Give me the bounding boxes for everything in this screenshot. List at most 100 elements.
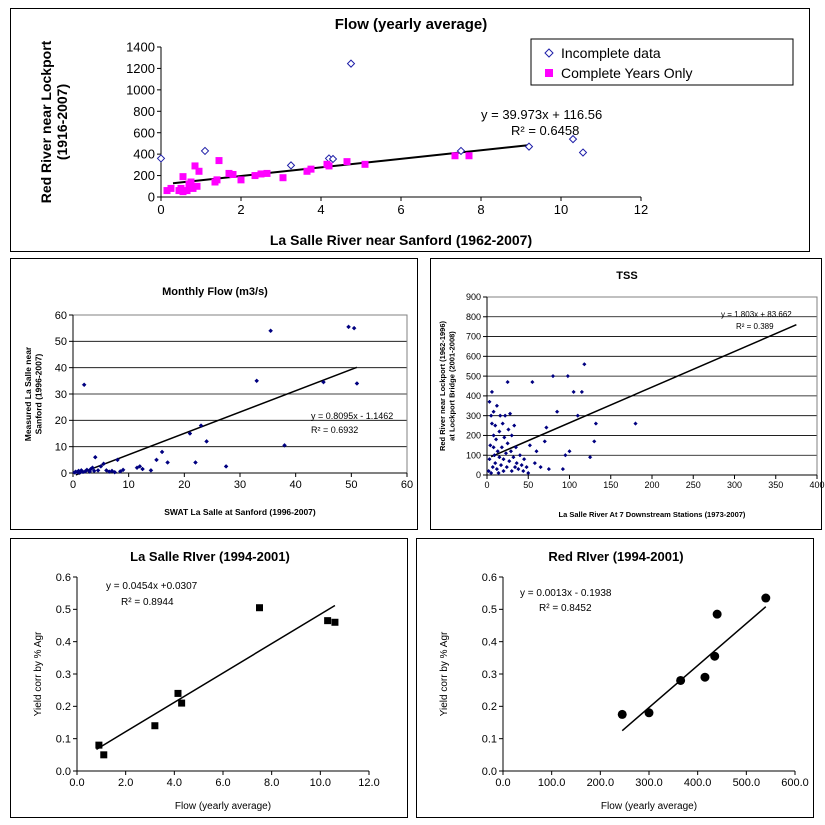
data-point [530,379,535,385]
x-tick-label: 500.0 [733,777,761,789]
x-tick-label: 30 [234,479,246,491]
y-tick-label: 600 [133,125,155,140]
data-point [174,689,182,697]
x-tick-label: 0.0 [495,777,510,789]
data-point [502,435,507,440]
r-squared-label: R² = 0.8452 [539,603,592,614]
x-tick-label: 350 [768,480,783,490]
data-point [354,381,360,386]
y-tick-label: 500 [466,371,481,381]
data-point [493,460,498,466]
data-point [179,173,187,181]
chart-la-salle-river: La Salle RIver (1994-2001) 0.0 2.0 4.0 6.0 8.… [33,549,380,812]
y-tick-label: 600 [466,351,481,361]
data-point [279,174,287,182]
data-point [151,722,159,730]
data-point [490,464,495,470]
y-tick-label: 0.4 [482,637,497,649]
data-point [223,464,229,469]
data-point [488,470,494,476]
chart-title: Flow (yearly average) [335,16,488,33]
data-point [494,466,500,472]
data-point [488,443,493,448]
data-point [92,454,98,460]
data-point [200,146,210,156]
data-point [509,433,514,438]
data-point [84,467,90,473]
data-point [451,152,459,160]
data-point [550,373,556,379]
data-point [517,453,523,458]
data-point [498,413,503,418]
x-tick-label: 40 [290,479,302,491]
y-tick-label: 20 [55,415,67,427]
data-point [303,167,311,175]
y-tick-label: 0 [476,470,481,480]
data-point [578,148,588,157]
legend-label: Incomplete data [561,45,661,61]
data-point [527,443,533,448]
data-point [254,378,260,384]
x-tick-label: 6 [397,202,404,217]
x-tick-label: 10 [554,202,568,217]
data-point [115,457,120,463]
data-point [100,751,108,759]
data-point [644,708,654,718]
x-tick-label: 2.0 [118,777,133,789]
x-tick-label: 12 [634,202,648,217]
data-point [582,362,587,367]
y-tick-label: 0.0 [56,766,71,778]
r-squared-label: R² = 0.8944 [121,597,174,608]
y-tick-label: 0.1 [56,734,71,746]
chart-flow-yearly: Flow (yearly average) 0 2 4 6 8 10 12 0 200 400 600… [38,16,794,248]
y-tick-label: 0.2 [56,701,71,713]
y-axis-label: at Lockport Bridge (2001-2008) [448,331,457,441]
x-tick-label: 2 [237,202,244,217]
y-tick-label: 400 [133,147,155,162]
data-point [492,453,497,458]
y-tick-label: 0.3 [56,669,71,681]
data-point [565,373,571,379]
data-point [505,441,510,446]
data-point [101,461,106,467]
data-point [575,413,580,418]
data-point [251,172,259,180]
data-point [526,470,531,476]
x-tick-label: 200 [644,480,659,490]
y-axis-label: Yield corr by % Agr [33,631,44,716]
x-tick-label: 4 [317,202,324,217]
data-point [579,389,585,395]
data-point [494,403,500,408]
data-point [487,399,492,404]
data-point [91,468,97,474]
data-point [519,462,524,468]
data-point [120,467,126,473]
y-tick-label: 0.1 [482,734,497,746]
data-point [499,445,505,450]
y-tick-label: 40 [55,363,67,375]
chart-red-river: Red RIver (1994-2001) 0.0 100.0 200.0 300.0 4… [439,549,809,812]
y-axis-label: (1916-2007) [54,84,70,160]
data-point [538,464,543,470]
data-point [213,176,221,184]
data-point [534,449,539,454]
chart-title: Monthly Flow (m3/s) [162,286,268,298]
data-point [700,672,710,682]
x-tick-label: 150 [603,480,618,490]
data-point [524,464,529,470]
y-tick-label: 0.0 [482,766,497,778]
data-point [496,470,501,476]
panel-la-salle-river: La Salle RIver (1994-2001) 0.0 2.0 4.0 6.0 8.… [10,538,408,818]
data-point [163,187,171,195]
chart-monthly-flow: Monthly Flow (m3/s) 0 10 20 30 40 50 60 0 10 20 30 4… [23,286,413,517]
data-point [505,379,510,385]
r-squared-label: R² = 0.6458 [511,123,579,138]
data-point [489,389,495,395]
legend-marker [544,48,554,58]
r-squared-label: R² = 0.389 [736,322,774,331]
data-point [154,457,159,463]
y-axis-label: Measured La Salle near [23,346,33,441]
chart-title: TSS [616,270,637,282]
y-tick-label: 0.5 [482,604,497,616]
data-point [187,178,195,186]
